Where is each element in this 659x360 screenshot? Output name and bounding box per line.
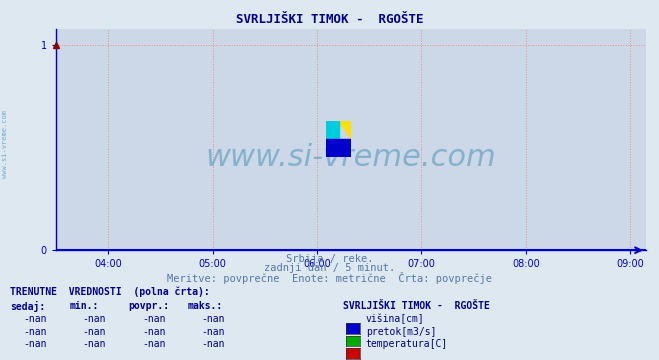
Text: -nan: -nan — [142, 327, 165, 337]
Text: Meritve: povprečne  Enote: metrične  Črta: povprečje: Meritve: povprečne Enote: metrične Črta:… — [167, 272, 492, 284]
Text: min.:: min.: — [69, 301, 99, 311]
Text: -nan: -nan — [23, 327, 47, 337]
Text: www.si-vreme.com: www.si-vreme.com — [2, 110, 9, 178]
Polygon shape — [326, 121, 339, 139]
Text: -nan: -nan — [201, 314, 225, 324]
Text: -nan: -nan — [142, 339, 165, 350]
Text: temperatura[C]: temperatura[C] — [366, 339, 448, 350]
Text: pretok[m3/s]: pretok[m3/s] — [366, 327, 436, 337]
Text: -nan: -nan — [201, 327, 225, 337]
Text: sedaj:: sedaj: — [10, 301, 45, 312]
Text: zadnji dan / 5 minut.: zadnji dan / 5 minut. — [264, 263, 395, 273]
Text: maks.:: maks.: — [188, 301, 223, 311]
Text: -nan: -nan — [23, 314, 47, 324]
Text: Srbija / reke.: Srbija / reke. — [286, 254, 373, 264]
Text: -nan: -nan — [82, 339, 106, 350]
Text: SVRLJIŠKI TIMOK -  RGOŠTE: SVRLJIŠKI TIMOK - RGOŠTE — [343, 301, 490, 311]
Polygon shape — [326, 139, 351, 157]
Text: -nan: -nan — [82, 327, 106, 337]
Text: SVRLJIŠKI TIMOK -  RGOŠTE: SVRLJIŠKI TIMOK - RGOŠTE — [236, 13, 423, 26]
Text: -nan: -nan — [201, 339, 225, 350]
Text: -nan: -nan — [82, 314, 106, 324]
Text: -nan: -nan — [23, 339, 47, 350]
Text: www.si-vreme.com: www.si-vreme.com — [206, 143, 496, 172]
Polygon shape — [339, 121, 351, 139]
Text: višina[cm]: višina[cm] — [366, 314, 424, 324]
Text: TRENUTNE  VREDNOSTI  (polna črta):: TRENUTNE VREDNOSTI (polna črta): — [10, 286, 210, 297]
Text: -nan: -nan — [142, 314, 165, 324]
Text: povpr.:: povpr.: — [129, 301, 169, 311]
